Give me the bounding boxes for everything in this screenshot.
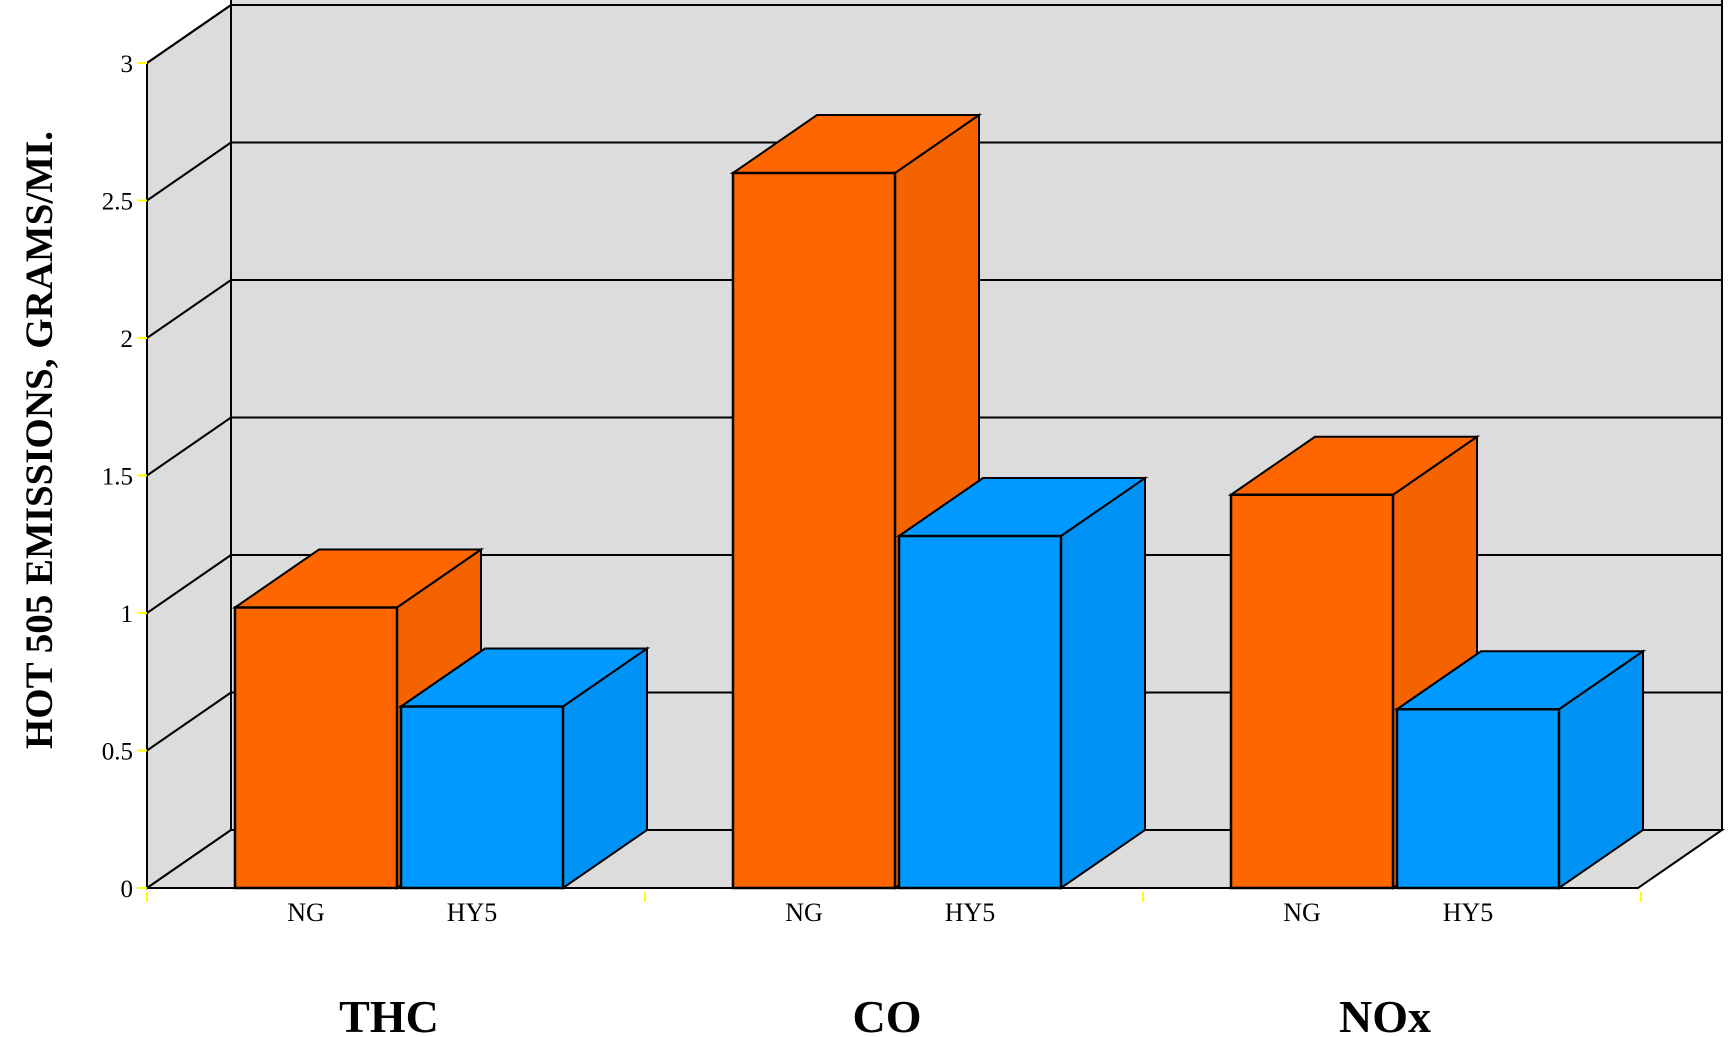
side-gridline [146, 279, 232, 339]
bar [897, 534, 1063, 890]
y-tick-label: 0.5 [102, 739, 133, 766]
bar-label: HY5 [447, 898, 498, 927]
y-tick-label: 2 [121, 326, 134, 353]
bar-side-face [1060, 476, 1146, 890]
bar-label: NG [785, 898, 823, 927]
bar-label: HY5 [945, 898, 996, 927]
group-label: THC [339, 991, 439, 1037]
side-gridline [146, 691, 232, 752]
y-axis-title: HOT 505 EMISSIONS, GRAMS/MI. [18, 131, 61, 749]
y-tick-label: 2.5 [102, 189, 133, 216]
bar-label: NG [287, 898, 325, 927]
bar [233, 606, 399, 890]
side-gridline [146, 141, 232, 202]
bar-label: NG [1283, 898, 1321, 927]
chart-bars [231, 113, 1647, 890]
group-label: NOx [1339, 991, 1431, 1037]
x-axis-labels: NG HY5 THC NG HY5 CO NG HY5 NOx [287, 898, 1493, 1037]
side-gridline [146, 416, 232, 477]
bar [1395, 708, 1561, 890]
group-label: CO [853, 991, 922, 1037]
y-tick-label: 1.5 [102, 464, 133, 491]
bar [1229, 493, 1395, 890]
bar [399, 705, 565, 890]
side-gridline [146, 4, 232, 64]
y-tick-label: 1 [121, 601, 134, 628]
y-tick-label: 3 [121, 51, 134, 78]
y-tick-label: 0 [121, 876, 134, 903]
side-gridline [146, 554, 232, 614]
bar [731, 171, 897, 890]
bar-label: HY5 [1443, 898, 1494, 927]
y-axis: 0 0.5 1 1.5 2 2.5 3 [102, 51, 1642, 903]
